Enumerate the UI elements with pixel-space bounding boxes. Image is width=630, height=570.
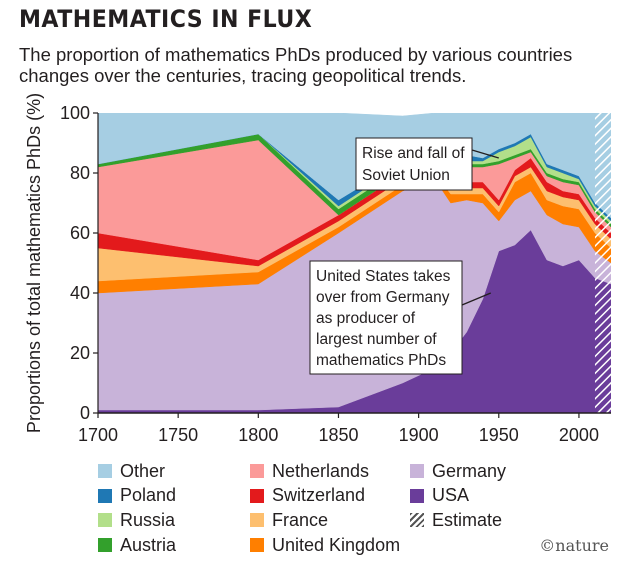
annotation-leader-line — [461, 292, 492, 306]
y-tick-label: 0 — [80, 403, 90, 423]
legend-label: USA — [432, 485, 470, 506]
legend-item-united-kingdom: United Kingdom — [250, 533, 400, 557]
legend-label: Estimate — [432, 509, 503, 530]
legend-label: Switzerland — [272, 485, 366, 506]
chart-subtitle: The proportion of mathematics PhDs produ… — [19, 44, 573, 86]
legend-swatch — [410, 488, 424, 503]
legend-label: France — [272, 509, 329, 530]
annotation-text-line: as producer of — [316, 310, 416, 327]
annotation-box — [309, 260, 463, 375]
legend-label: Russia — [120, 509, 176, 530]
legend-swatch — [98, 513, 112, 528]
annotation-text-line: United States takes — [316, 268, 451, 285]
annotation-box — [355, 137, 473, 191]
y-tick-label: 60 — [70, 223, 90, 243]
legend-swatch — [98, 538, 112, 553]
legend-item-estimate: Estimate — [410, 508, 502, 532]
annotation-leader-line — [471, 149, 499, 159]
annotation-text-line: mathematics PhDs — [316, 352, 446, 369]
annotation-text-line: largest number of — [316, 331, 437, 348]
annotation-1: Rise and fall of Soviet Union — [355, 137, 499, 191]
x-tick-label: 1850 — [318, 425, 358, 445]
legend-item-poland: Poland — [98, 484, 176, 508]
legend-label: Other — [120, 460, 166, 481]
legend-label: Netherlands — [272, 460, 370, 481]
legend-swatch — [250, 488, 264, 503]
legend-item-germany: Germany — [410, 459, 506, 483]
legend-label: Austria — [120, 534, 177, 555]
legend-swatch — [98, 488, 112, 503]
legend-label: Poland — [120, 485, 177, 506]
y-tick-label: 20 — [70, 343, 90, 363]
legend-swatch — [250, 464, 264, 478]
legend-swatch — [410, 464, 424, 478]
y-tick-label: 40 — [70, 283, 90, 303]
legend-item-switzerland: Switzerland — [250, 484, 365, 508]
x-tick-label: 1900 — [399, 425, 439, 445]
chart-title: MATHEMATICS IN FLUX — [19, 5, 313, 33]
x-tick-label: 1800 — [238, 425, 278, 445]
legend-label: Germany — [432, 460, 507, 481]
annotation-text-line: Rise and fall of — [362, 145, 465, 162]
annotation-2: United States takes over from Germany as p… — [309, 260, 492, 375]
legend-swatch — [250, 538, 264, 553]
x-tick-label: 1700 — [78, 425, 118, 445]
legend-item-france: France — [250, 508, 328, 532]
legend-label: United Kingdom — [272, 534, 401, 555]
y-axis-label: Proportions of total mathematics PhDs (%… — [24, 93, 44, 433]
legend-swatch — [410, 513, 424, 528]
legend-item-other: Other — [98, 459, 165, 483]
nature-credit: ©nature — [539, 536, 609, 555]
x-tick-label: 1750 — [158, 425, 198, 445]
legend-item-usa: USA — [410, 484, 469, 508]
annotation-text-line: Soviet Union — [362, 167, 450, 184]
y-tick-label: 80 — [70, 163, 90, 183]
legend-item-russia: Russia — [98, 508, 175, 532]
estimate-hatch-region — [594, 113, 611, 413]
y-tick-label: 100 — [60, 103, 90, 123]
legend-item-netherlands: Netherlands — [250, 459, 369, 483]
legend-item-austria: Austria — [98, 533, 176, 557]
annotation-text-line: over from Germany — [316, 289, 450, 306]
x-tick-label: 1950 — [479, 425, 519, 445]
x-tick-label: 2000 — [559, 425, 599, 445]
stacked-area-chart: 1700 1750 1800 1850 1900 1950 2000 0 20 40 60 80 100… — [24, 93, 611, 445]
legend: Other Poland Russia Austria Netherlands Switz… — [98, 459, 528, 559]
legend-swatch — [98, 464, 112, 478]
legend-swatch — [250, 513, 264, 528]
